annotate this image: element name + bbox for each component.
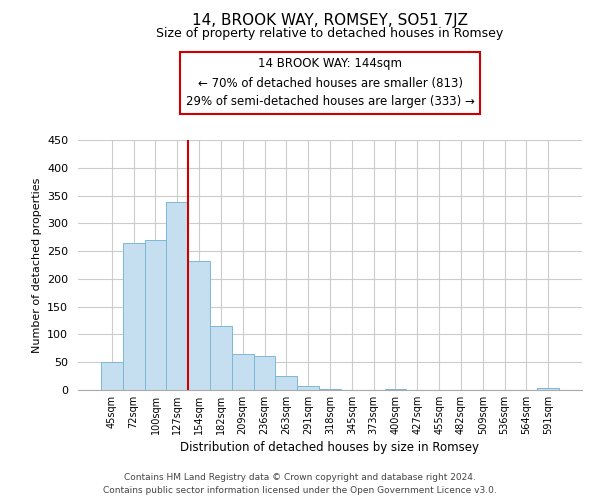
Bar (123, 243, 145, 390)
Text: Size of property relative to detached houses in Romsey: Size of property relative to detached ho… (157, 28, 503, 40)
Bar (232, 354, 254, 390)
Bar (145, 240, 166, 390)
Text: Contains HM Land Registry data © Crown copyright and database right 2024.
Contai: Contains HM Land Registry data © Crown c… (103, 474, 497, 495)
Bar (210, 326, 232, 390)
Bar (537, 388, 559, 390)
Bar (166, 202, 188, 390)
X-axis label: Distribution of detached houses by size in Romsey: Distribution of detached houses by size … (181, 441, 479, 454)
Y-axis label: Number of detached properties: Number of detached properties (32, 178, 41, 352)
Bar (188, 261, 210, 390)
Bar (319, 389, 341, 390)
Text: 14, BROOK WAY, ROMSEY, SO51 7JZ: 14, BROOK WAY, ROMSEY, SO51 7JZ (192, 12, 468, 28)
Bar (297, 386, 319, 390)
Bar (254, 356, 275, 390)
Bar (101, 362, 123, 390)
Bar (275, 376, 297, 390)
Text: 14 BROOK WAY: 144sqm
← 70% of detached houses are smaller (813)
29% of semi-deta: 14 BROOK WAY: 144sqm ← 70% of detached h… (185, 58, 475, 108)
